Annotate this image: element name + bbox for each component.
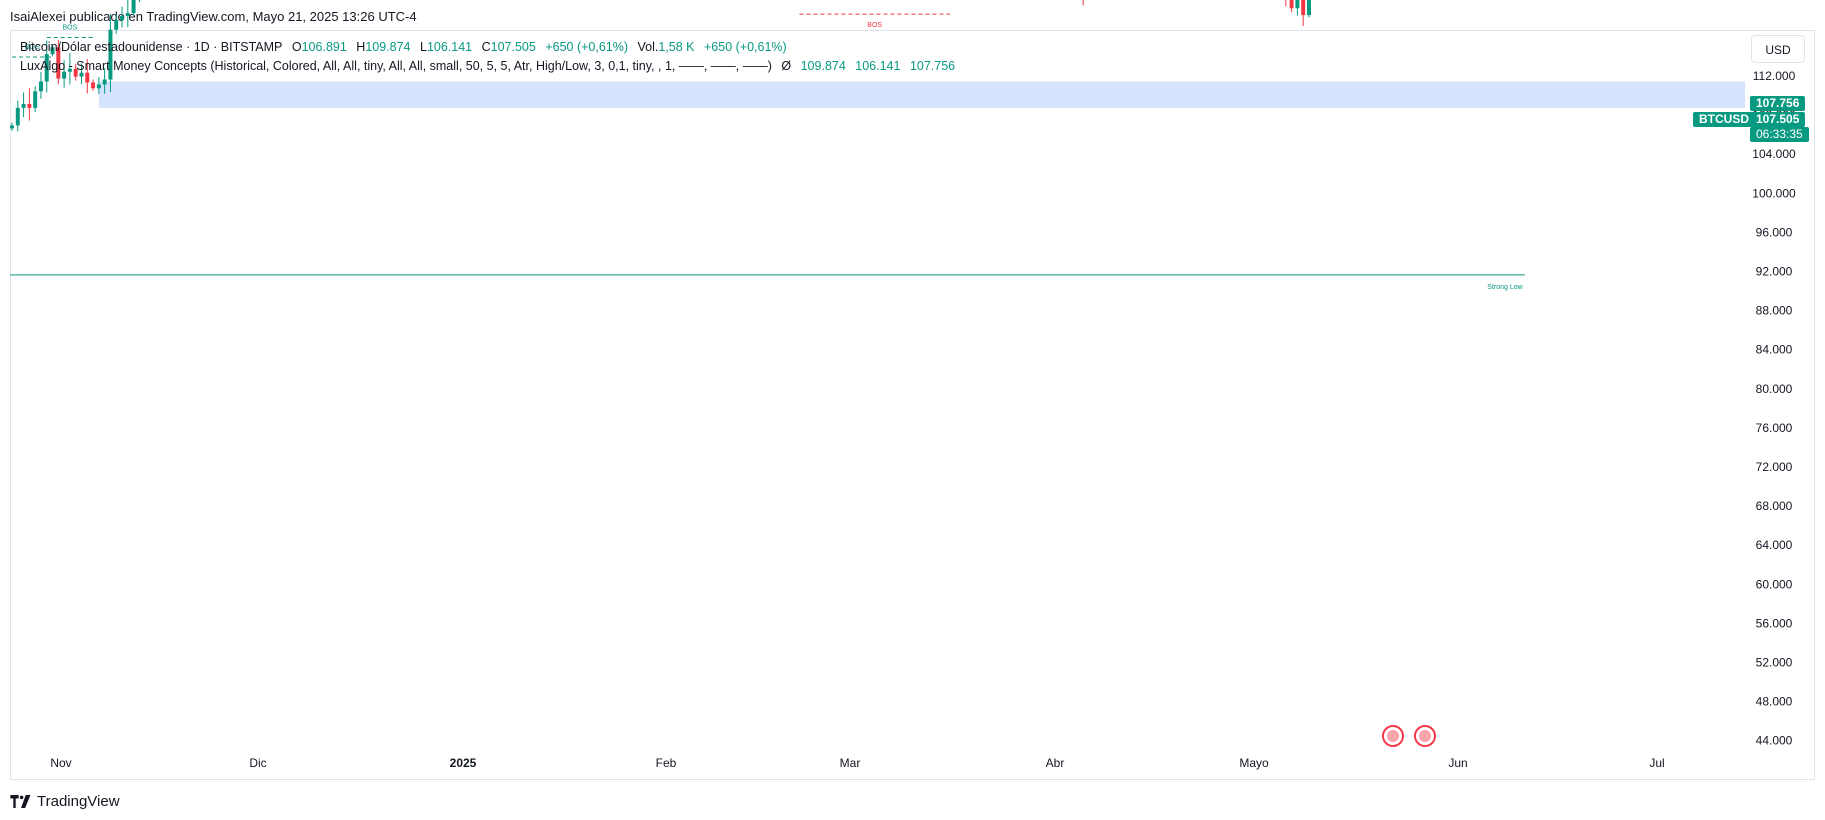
candle-body [125, 13, 130, 17]
x-tick-label: Dic [249, 756, 266, 770]
x-tick-label: Nov [50, 756, 71, 770]
bos-bear-label: BOS [867, 22, 882, 29]
y-tick-label: 92.000 [1756, 265, 1793, 279]
candle-body [1295, 0, 1300, 9]
volume-label: Vol. [637, 40, 659, 54]
y-tick-label: 104.000 [1752, 147, 1796, 161]
indicator-symbol: Ø [781, 59, 792, 73]
symbol-tag: BTCUSD [1693, 112, 1755, 127]
candle-body [10, 125, 14, 129]
candle-body [85, 72, 90, 83]
flag-icon-inner [1419, 730, 1431, 742]
open-value: 106.891 [301, 40, 347, 54]
candlestick-chart[interactable]: Weak HighStrong LowBOSBOSBOSBOSBOSBOSBOS… [0, 0, 1825, 780]
y-tick-label: 76.000 [1756, 421, 1793, 435]
y-tick-label: 56.000 [1756, 616, 1793, 630]
close-value: 107.505 [490, 40, 536, 54]
indicator-legend: LuxAlgo - Smart Money Concepts (Historic… [20, 59, 961, 73]
price-tag-upper: 107.756 [1750, 96, 1806, 111]
low-value: 106.141 [426, 40, 473, 54]
volume-change: +650 (+0,61%) [703, 40, 787, 54]
x-tick-label: 2025 [450, 756, 477, 770]
y-tick-label: 84.000 [1756, 343, 1793, 357]
candle-body [114, 19, 119, 30]
indicator-title[interactable]: LuxAlgo - Smart Money Concepts (Historic… [20, 59, 772, 73]
chart-pane[interactable] [10, 30, 1815, 780]
bos-label: BOS [25, 44, 40, 51]
candle-body [108, 29, 113, 80]
candle-body [131, 0, 136, 14]
y-tick-label: 44.000 [1756, 734, 1793, 748]
x-tick-label: Jun [1448, 756, 1467, 770]
volume-value: 1,58 K [658, 40, 695, 54]
x-tick-label: Mar [840, 756, 861, 770]
y-tick-label: 112.000 [1753, 69, 1796, 83]
indicator-value-3: 107.756 [909, 59, 956, 73]
candle-body [79, 72, 84, 77]
candle-body [1306, 0, 1311, 16]
candle-body [91, 82, 96, 89]
candle-body [27, 103, 32, 108]
candle-body [1301, 0, 1306, 16]
candle-body [50, 47, 55, 55]
published-header: IsaiAlexei publicado en TradingView.com,… [10, 9, 417, 24]
symbol-legend: Bitcoin/Dólar estadounidense · 1D · BITS… [20, 40, 793, 54]
strong-low-label: Strong Low [1487, 284, 1523, 291]
candle-body [1289, 0, 1294, 9]
candle-body [44, 54, 49, 82]
indicator-value-2: 106.141 [855, 59, 901, 73]
candle-body [56, 47, 61, 79]
y-tick-label: 48.000 [1756, 695, 1793, 709]
open-label: O [291, 40, 302, 54]
candle-body [102, 79, 107, 85]
y-tick-label: 52.000 [1756, 656, 1793, 670]
last-price-tag: 107.505 [1750, 112, 1806, 127]
candle-body [15, 107, 20, 126]
y-tick-label: 80.000 [1756, 382, 1793, 396]
candle-body [33, 91, 38, 108]
countdown-tag: 06:33:35 [1750, 127, 1809, 142]
indicator-value-1: 109.874 [800, 59, 846, 73]
close-label: C [481, 40, 491, 54]
y-tick-label: 72.000 [1756, 460, 1793, 474]
candle-body [120, 16, 125, 20]
high-value: 109.874 [365, 40, 411, 54]
change-value: +650 (+0,61%) [545, 40, 629, 54]
x-tick-label: Abr [1046, 756, 1065, 770]
y-tick-label: 64.000 [1756, 538, 1793, 552]
x-tick-label: Feb [656, 756, 677, 770]
candle-body [73, 68, 78, 77]
candle-body [38, 81, 43, 92]
tradingview-logo-icon [10, 795, 31, 808]
candle-body [67, 68, 72, 72]
tradingview-brand: TradingView [37, 793, 120, 810]
x-tick-label: Jul [1649, 756, 1664, 770]
y-tick-label: 68.000 [1756, 499, 1793, 513]
order-block-zone [98, 81, 1746, 108]
y-tick-label: 88.000 [1756, 304, 1793, 318]
candle-body [21, 103, 26, 108]
low-label: L [419, 40, 427, 54]
x-tick-label: Mayo [1239, 756, 1269, 770]
currency-button[interactable]: USD [1751, 35, 1805, 63]
candle-body [62, 71, 67, 79]
high-label: H [356, 40, 366, 54]
y-tick-label: 60.000 [1756, 577, 1793, 591]
y-tick-label: 96.000 [1756, 225, 1793, 239]
flag-icon-inner [1387, 730, 1399, 742]
tradingview-logo[interactable]: TradingView [10, 793, 120, 810]
candle-body [96, 84, 101, 89]
y-tick-label: 100.000 [1752, 186, 1796, 200]
bos-label: BOS [63, 25, 78, 32]
symbol-title: Bitcoin/Dólar estadounidense · 1D · BITS… [20, 40, 283, 54]
